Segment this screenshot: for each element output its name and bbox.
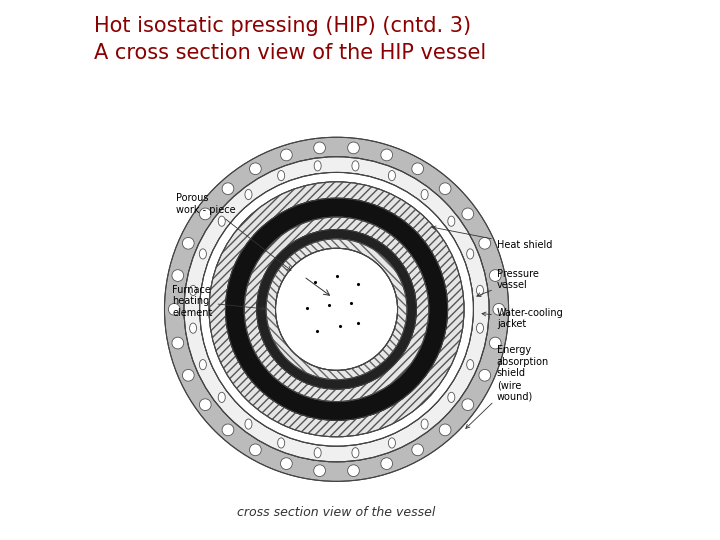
- Ellipse shape: [388, 171, 395, 181]
- Ellipse shape: [448, 216, 455, 226]
- Circle shape: [479, 238, 490, 249]
- Circle shape: [462, 208, 474, 220]
- Text: cross section view of the vessel: cross section view of the vessel: [238, 506, 436, 519]
- Circle shape: [276, 248, 397, 370]
- Circle shape: [250, 163, 261, 174]
- Ellipse shape: [352, 161, 359, 171]
- Ellipse shape: [314, 448, 321, 458]
- Circle shape: [281, 458, 292, 469]
- Circle shape: [490, 337, 501, 349]
- Ellipse shape: [421, 419, 428, 429]
- Text: Hot isostatic pressing (HIP) (cntd. 3)
A cross section view of the HIP vessel: Hot isostatic pressing (HIP) (cntd. 3) A…: [94, 16, 486, 63]
- Text: Heat shield: Heat shield: [432, 226, 552, 250]
- Ellipse shape: [448, 392, 455, 402]
- Circle shape: [412, 163, 423, 174]
- Text: Water-cooling
jacket: Water-cooling jacket: [482, 308, 564, 329]
- Ellipse shape: [278, 438, 284, 448]
- Ellipse shape: [477, 323, 484, 333]
- Ellipse shape: [199, 360, 207, 370]
- Ellipse shape: [218, 392, 225, 402]
- Circle shape: [381, 458, 392, 469]
- Circle shape: [493, 303, 505, 315]
- Circle shape: [462, 399, 474, 410]
- Ellipse shape: [388, 438, 395, 448]
- Ellipse shape: [314, 161, 321, 171]
- Ellipse shape: [467, 249, 474, 259]
- Circle shape: [348, 142, 359, 154]
- Ellipse shape: [467, 360, 474, 370]
- Circle shape: [199, 208, 211, 220]
- Circle shape: [222, 183, 234, 194]
- Ellipse shape: [199, 249, 207, 259]
- Ellipse shape: [218, 216, 225, 226]
- Ellipse shape: [421, 190, 428, 200]
- Circle shape: [168, 303, 180, 315]
- Circle shape: [182, 238, 194, 249]
- Ellipse shape: [189, 323, 197, 333]
- Circle shape: [172, 337, 184, 349]
- Ellipse shape: [278, 171, 284, 181]
- Circle shape: [281, 149, 292, 161]
- Circle shape: [222, 424, 234, 436]
- Text: Furnace
heating
element: Furnace heating element: [172, 285, 265, 318]
- Circle shape: [479, 369, 490, 381]
- Circle shape: [381, 149, 392, 161]
- Ellipse shape: [352, 448, 359, 458]
- Circle shape: [199, 399, 211, 410]
- Circle shape: [314, 142, 325, 154]
- Ellipse shape: [477, 285, 484, 295]
- Circle shape: [172, 269, 184, 281]
- Circle shape: [490, 269, 501, 281]
- Ellipse shape: [189, 285, 197, 295]
- Circle shape: [439, 424, 451, 436]
- Text: Porous
work - piece: Porous work - piece: [176, 193, 291, 271]
- Ellipse shape: [245, 419, 252, 429]
- Text: Pressure
vessel: Pressure vessel: [477, 269, 539, 296]
- Text: Energy
absorption
shield
(wire
wound): Energy absorption shield (wire wound): [466, 345, 549, 428]
- Circle shape: [250, 444, 261, 456]
- Circle shape: [412, 444, 423, 456]
- Ellipse shape: [245, 190, 252, 200]
- Circle shape: [314, 465, 325, 476]
- Circle shape: [182, 369, 194, 381]
- Circle shape: [348, 465, 359, 476]
- Circle shape: [439, 183, 451, 194]
